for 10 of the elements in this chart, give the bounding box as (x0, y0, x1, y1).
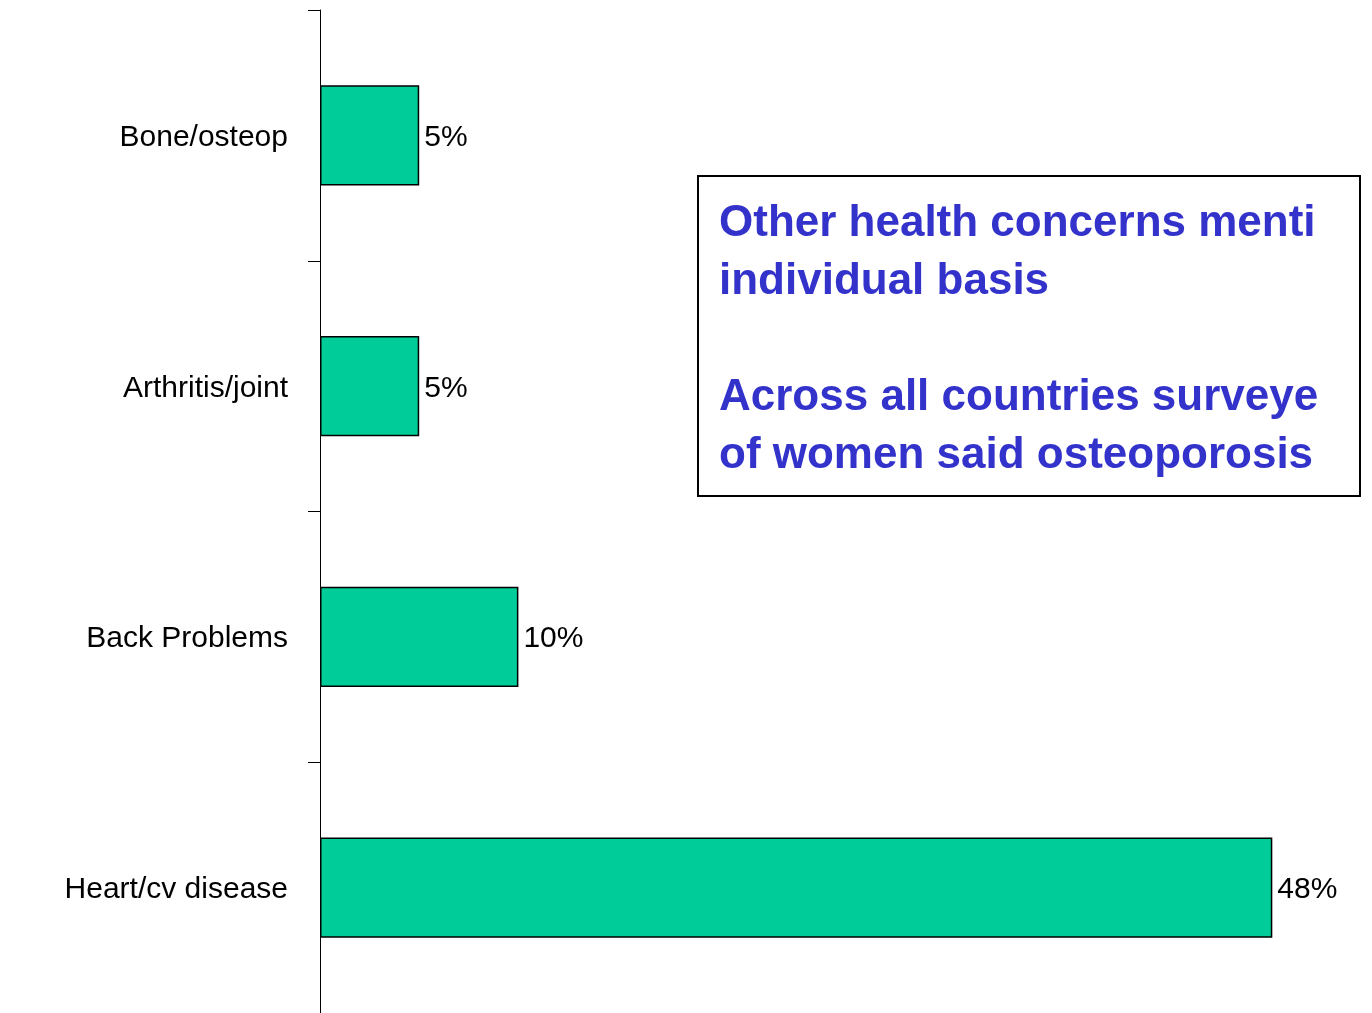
data-label: 5% (424, 118, 468, 152)
y-tick-label: Back Problems (86, 620, 288, 654)
y-tick-label: Arthritis/joint (122, 369, 289, 403)
data-label: 10% (523, 620, 584, 654)
data-label: 5% (424, 369, 468, 403)
annotation: Other health concerns menti individual basis (719, 195, 1328, 303)
data-label: 48% (1277, 871, 1338, 905)
annotation: Across all countries surveye of women said osteoporosis (719, 369, 1331, 477)
y-tick-label: Bone/osteop (119, 118, 288, 152)
y-tick-label: Heart/cv disease (64, 871, 288, 905)
